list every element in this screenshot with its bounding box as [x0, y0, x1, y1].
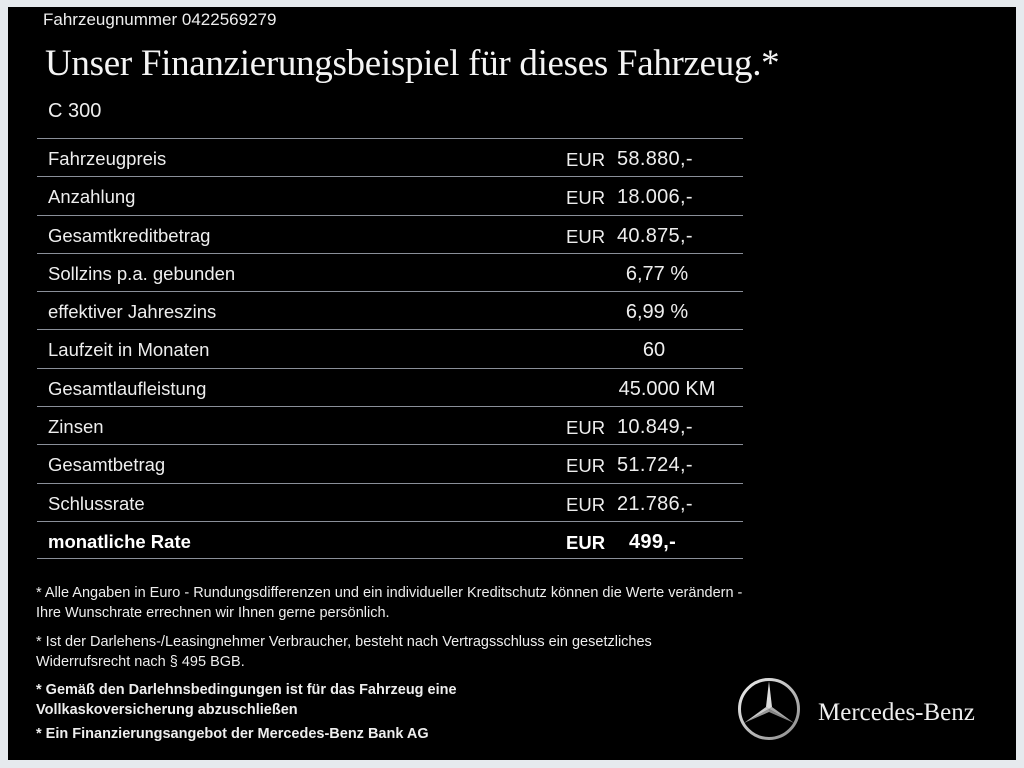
offer-panel [8, 7, 1016, 760]
row-value: 45.000 KM [618, 377, 716, 400]
row-label: monatliche Rate [48, 530, 191, 552]
model-name: C 300 [48, 100, 102, 122]
row-value: 21.786,- [617, 492, 693, 515]
vehicle-number: Fahrzeugnummer 0422569279 [43, 10, 277, 29]
table-row: Anzahlung EUR 18.006,- [37, 176, 743, 214]
row-value: 18.006,- [617, 186, 693, 209]
table-row-monthly-rate: monatliche Rate EUR 499,- [37, 520, 743, 560]
row-currency: EUR [566, 225, 606, 247]
row-label: Sollzins p.a. gebunden [48, 262, 236, 284]
row-currency: EUR [566, 493, 606, 515]
row-label: Zinsen [48, 416, 104, 438]
row-value: 10.849,- [617, 416, 693, 439]
row-value: 58.880,- [617, 148, 693, 170]
table-row: Gesamtkreditbetrag EUR 40.875,- [37, 214, 743, 253]
footnote: * Alle Angaben in Euro - Rundungsdiffere… [36, 585, 743, 621]
row-currency: EUR [566, 187, 606, 209]
footnote: * Gemäß den Darlehnsbedingungen ist für … [36, 682, 457, 718]
brand-name: Mercedes-Benz [818, 699, 975, 726]
table-row: Schlussrate EUR 21.786,- [37, 482, 743, 521]
page-title: Unser Finanzierungsbeispiel für dieses F… [45, 43, 780, 84]
row-label: Anzahlung [48, 186, 136, 208]
row-currency: EUR [566, 149, 606, 170]
row-label: Schlussrate [48, 492, 145, 514]
row-value: 40.875,- [617, 224, 693, 247]
row-label: Gesamtlaufleistung [48, 377, 207, 399]
table-row: Fahrzeugpreis EUR 58.880,- [37, 138, 743, 176]
table-row: Sollzins p.a. gebunden 6,77 % [37, 252, 743, 291]
row-label: Fahrzeugpreis [48, 148, 167, 169]
table-row: Gesamtbetrag EUR 51.724,- [37, 444, 743, 482]
row-currency: EUR [566, 531, 606, 553]
table-row: Laufzeit in Monaten 60 [37, 329, 743, 367]
row-value: 51.724,- [617, 454, 693, 477]
row-value: 499,- [629, 530, 677, 553]
financing-table: Fahrzeugpreis EUR 58.880,- Anzahlung EUR 18.… [37, 138, 743, 560]
row-label: Laufzeit in Monaten [48, 339, 210, 361]
row-label: effektiver Jahreszins [48, 301, 217, 323]
table-row: effektiver Jahreszins 6,99 % [37, 291, 743, 329]
footnote: * Ein Finanzierungsangebot der Mercedes-… [36, 726, 429, 742]
row-currency: EUR [566, 455, 606, 477]
footnote: * Ist der Darlehens-/Leasingnehmer Verbr… [36, 634, 652, 670]
table-row: Zinsen EUR 10.849,- [37, 406, 743, 444]
row-value: 60 [642, 339, 666, 362]
three-pointed-star-icon [738, 678, 800, 740]
row-value: 6,77 % [625, 262, 689, 285]
row-currency: EUR [566, 417, 606, 439]
row-label: Gesamtbetrag [48, 454, 166, 476]
table-row: Gesamtlaufleistung 45.000 KM [37, 367, 743, 406]
row-value: 6,99 % [625, 301, 689, 324]
row-label: Gesamtkreditbetrag [48, 224, 211, 246]
